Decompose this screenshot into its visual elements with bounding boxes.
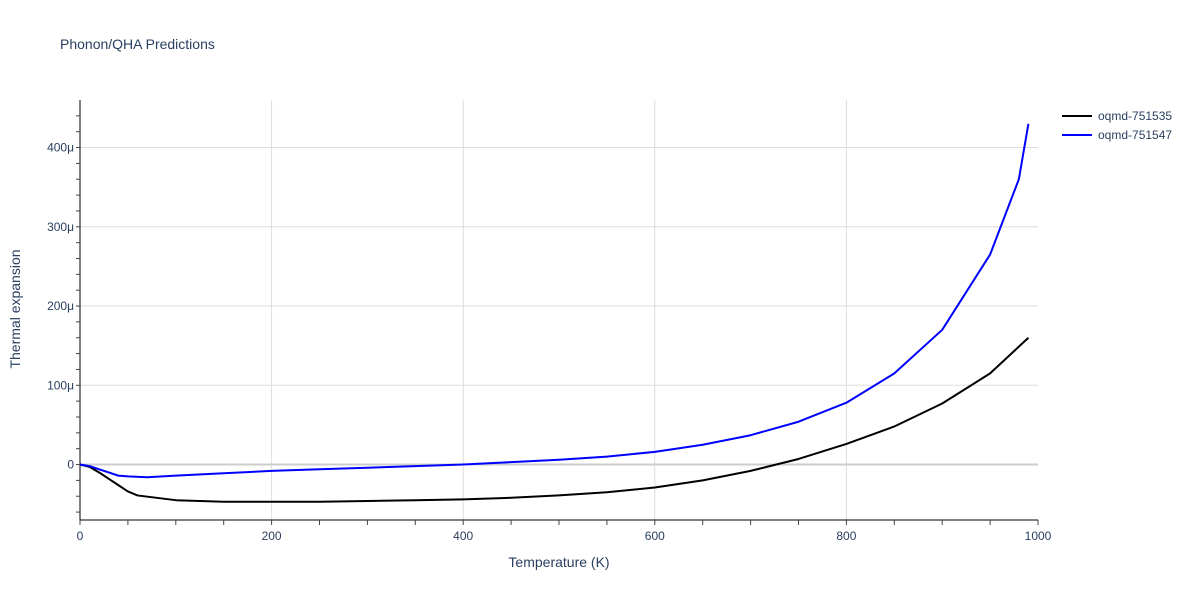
y-axis-title: Thermal expansion bbox=[7, 249, 23, 369]
y-tick-label: 0 bbox=[67, 458, 74, 472]
legend-swatch-oqmd-751547 bbox=[1062, 133, 1092, 136]
x-tick-label: 1000 bbox=[1025, 529, 1052, 543]
legend-item-oqmd-751535[interactable]: oqmd-751535 bbox=[1062, 106, 1172, 125]
y-tick-label: 300μ bbox=[47, 220, 74, 234]
legend-item-oqmd-751547[interactable]: oqmd-751547 bbox=[1062, 125, 1172, 144]
x-axis-title: Temperature (K) bbox=[508, 554, 610, 570]
x-tick-label: 200 bbox=[262, 529, 282, 543]
y-tick-label: 200μ bbox=[47, 299, 74, 313]
legend-swatch-oqmd-751535 bbox=[1062, 114, 1092, 117]
y-tick-label: 100μ bbox=[47, 378, 74, 392]
x-tick-label: 600 bbox=[645, 529, 665, 543]
series-line-oqmd-751535 bbox=[79, 337, 1030, 503]
y-tick-label: 400μ bbox=[47, 141, 74, 155]
legend-label-oqmd-751535: oqmd-751535 bbox=[1098, 108, 1173, 123]
series-line-oqmd-751547 bbox=[79, 123, 1030, 479]
legend[interactable]: oqmd-751535 oqmd-751547 bbox=[1062, 106, 1172, 144]
legend-label-oqmd-751547: oqmd-751547 bbox=[1098, 127, 1173, 142]
x-tick-label: 800 bbox=[836, 529, 856, 543]
x-tick-label: 400 bbox=[453, 529, 473, 543]
x-tick-label: 0 bbox=[77, 529, 84, 543]
chart-title: Phonon/QHA Predictions bbox=[60, 36, 215, 52]
